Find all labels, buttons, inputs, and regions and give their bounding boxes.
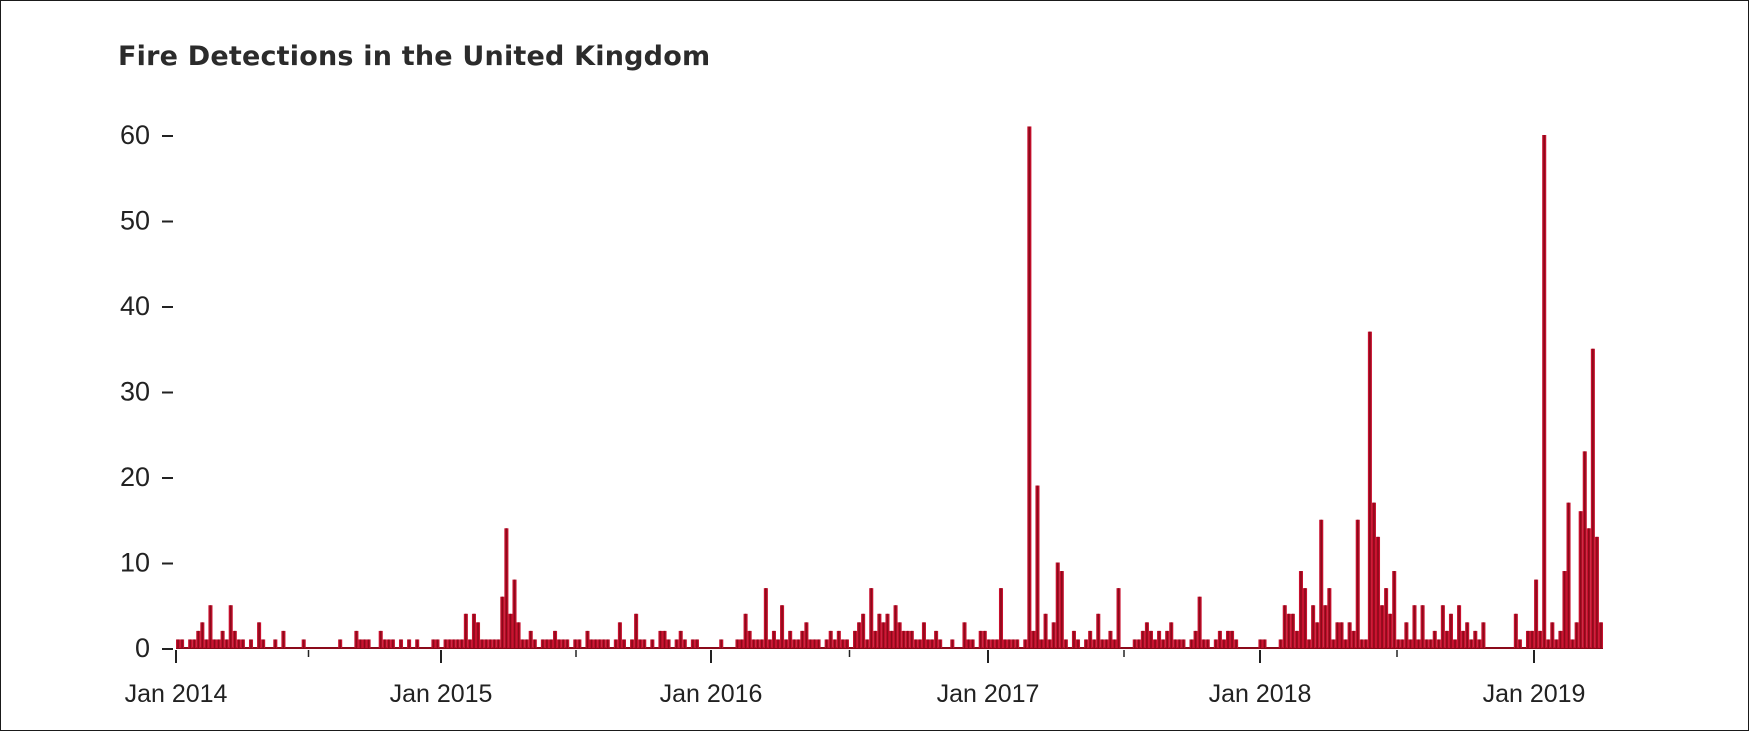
y-tick-label: 60 (120, 120, 150, 150)
x-tick-label: Jan 2016 (660, 680, 763, 708)
y-tick-label: 50 (120, 206, 150, 236)
x-tick-label: Jan 2017 (937, 680, 1040, 708)
y-axis: 0 10 20 30 40 50 60 (120, 120, 173, 663)
y-tick-label: 10 (120, 548, 150, 578)
y-tick-label: 0 (135, 633, 150, 663)
x-tick-label: Jan 2018 (1209, 680, 1312, 708)
chart-title: Fire Detections in the United Kingdom (118, 41, 711, 72)
y-tick-label: 40 (120, 291, 150, 321)
x-tick-label: Jan 2019 (1483, 680, 1586, 708)
y-tick-label: 20 (120, 462, 150, 492)
y-tick-label: 30 (120, 377, 150, 407)
chart-bars (176, 126, 1603, 649)
x-tick-label: Jan 2015 (390, 680, 493, 708)
x-axis: Jan 2014 Jan 2015 Jan 2016 Jan 2017 Jan 2018… (125, 650, 1586, 708)
x-tick-label: Jan 2014 (125, 680, 228, 708)
